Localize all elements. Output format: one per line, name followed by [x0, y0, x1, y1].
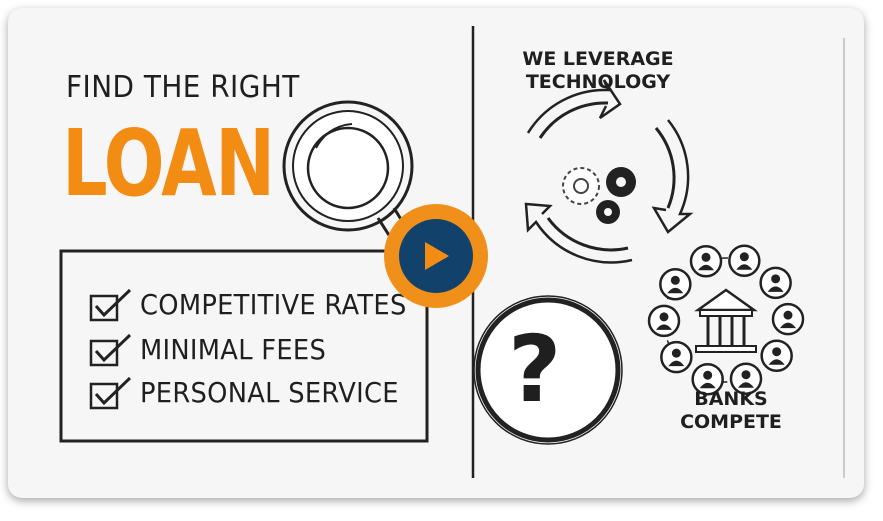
- people-ring: [647, 244, 805, 396]
- tech-caption: WE LEVERAGE TECHNOLOGY: [508, 48, 688, 94]
- headline-loan: LOAN: [62, 110, 275, 217]
- tech-line-1: WE LEVERAGE: [522, 48, 674, 70]
- illustration-layer: [59, 26, 845, 478]
- banks-caption: BANKS COMPETE: [666, 388, 796, 434]
- person-icon: [660, 340, 693, 374]
- person-icon: [659, 268, 692, 301]
- person-icon: [691, 362, 724, 396]
- person-icon: [647, 304, 681, 338]
- person-icon: [729, 362, 763, 395]
- tech-line-2: TECHNOLOGY: [525, 71, 671, 93]
- checkbox-icon: [89, 376, 132, 410]
- magnifier-icon: [282, 100, 414, 249]
- question-icon: [473, 295, 623, 445]
- checkbox-icon: [89, 288, 132, 322]
- checkbox-icon: [89, 333, 132, 367]
- play-icon: [425, 242, 449, 270]
- question-mark: ?: [508, 316, 562, 423]
- person-icon: [689, 245, 723, 278]
- play-button[interactable]: [384, 204, 488, 308]
- video-thumbnail[interactable]: FIND THE RIGHT LOAN COMPETITIVE RATES MI…: [8, 8, 864, 498]
- play-button-core[interactable]: [399, 219, 473, 293]
- bank-icon: [694, 288, 758, 353]
- banks-line-1: BANKS: [694, 388, 768, 410]
- person-icon: [771, 302, 805, 336]
- feature-personal-service: PERSONAL SERVICE: [140, 376, 399, 409]
- feature-minimal-fees: MINIMAL FEES: [140, 333, 327, 366]
- banks-line-2: COMPETE: [680, 411, 782, 433]
- person-icon: [728, 244, 761, 278]
- person-icon: [759, 266, 792, 300]
- person-icon: [760, 339, 793, 372]
- headline-top: FIND THE RIGHT: [66, 70, 300, 105]
- feature-competitive-rates: COMPETITIVE RATES: [140, 288, 407, 321]
- feature-box: [59, 249, 429, 443]
- gears-cycle-icon: [524, 79, 694, 264]
